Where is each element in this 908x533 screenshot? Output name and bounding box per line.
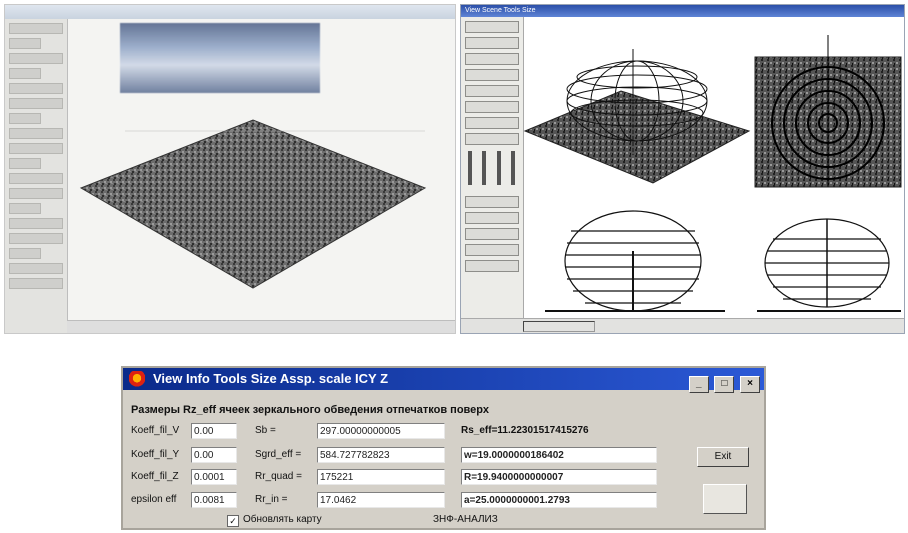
result-value: Rs_eff=11.22301517415276 bbox=[461, 423, 657, 439]
field-value-input[interactable]: 584.727782823 bbox=[317, 447, 445, 463]
field-label: Koeff_fil_Y bbox=[131, 447, 189, 463]
footnote-text: ЗНФ-АНАЛИЗ bbox=[433, 514, 498, 525]
field-value-input[interactable]: 175221 bbox=[317, 469, 445, 485]
left-app-window bbox=[4, 4, 456, 334]
status-cell bbox=[523, 321, 595, 332]
result-value: w=19.0000000186402 bbox=[461, 447, 657, 463]
perspective-view bbox=[525, 49, 749, 183]
app-icon bbox=[129, 371, 145, 387]
right-3d-views[interactable] bbox=[461, 5, 905, 334]
left-status-bar bbox=[67, 320, 455, 333]
field-label: epsilon eff bbox=[131, 492, 189, 508]
result-value: a=25.0000000001.2793 bbox=[461, 492, 657, 508]
field-label: Rr_in = bbox=[255, 492, 315, 508]
field-value-input[interactable]: 0.00 bbox=[191, 447, 237, 463]
field-value-input[interactable]: 0.0081 bbox=[191, 492, 237, 508]
refresh-checkbox[interactable]: ✓ bbox=[227, 515, 239, 527]
exit-button[interactable]: Exit bbox=[697, 447, 749, 467]
action-button[interactable] bbox=[703, 484, 747, 514]
result-value: R=19.9400000000007 bbox=[461, 469, 657, 485]
surface-plane bbox=[81, 120, 425, 288]
field-value-input[interactable]: 297.00000000005 bbox=[317, 423, 445, 439]
perspective-plane bbox=[525, 91, 749, 183]
field-label: Sb = bbox=[255, 423, 315, 439]
side-view bbox=[757, 219, 901, 311]
checkbox-label: Обновлять карту bbox=[243, 514, 322, 525]
field-value-input[interactable]: 17.0462 bbox=[317, 492, 445, 508]
right-status-bar bbox=[461, 318, 904, 333]
front-view bbox=[545, 211, 725, 311]
left-3d-surface-view[interactable] bbox=[5, 5, 456, 334]
top-view bbox=[755, 35, 901, 187]
title-buttons: _ □ × bbox=[687, 371, 760, 393]
info-dialog: View Info Tools Size Assp. scale ICY Z _… bbox=[121, 366, 766, 530]
close-button[interactable]: × bbox=[740, 376, 760, 393]
minimize-button[interactable]: _ bbox=[689, 376, 709, 393]
right-app-window: View Scene Tools Size bbox=[460, 4, 905, 334]
field-label: Koeff_fil_Z bbox=[131, 469, 189, 485]
field-label: Rr_quad = bbox=[255, 469, 315, 485]
dialog-title: View Info Tools Size Assp. scale ICY Z bbox=[153, 371, 388, 386]
dialog-titlebar[interactable]: View Info Tools Size Assp. scale ICY Z _… bbox=[123, 368, 764, 390]
field-label: Koeff_fil_V bbox=[131, 423, 189, 439]
field-label: Sgrd_eff = bbox=[255, 447, 315, 463]
field-value-input[interactable]: 0.0001 bbox=[191, 469, 237, 485]
maximize-button[interactable]: □ bbox=[714, 376, 734, 393]
field-value-input[interactable]: 0.00 bbox=[191, 423, 237, 439]
dialog-heading: Размеры Rz_eff ячеек зеркального обведен… bbox=[131, 404, 489, 416]
